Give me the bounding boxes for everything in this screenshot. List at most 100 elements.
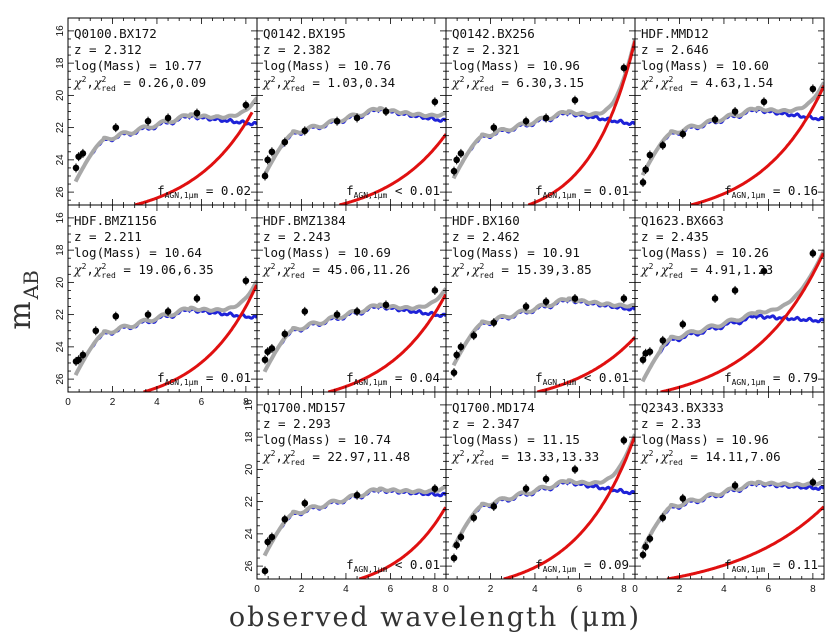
- panel-chi2: χ2,χ2 red = 14.11,7.06: [640, 449, 781, 467]
- y-tick-label: 20: [244, 463, 255, 475]
- panel-fagn: fAGN,1μm < 0.01: [346, 183, 440, 200]
- panel-fagn: fAGN,1μm = 0.09: [535, 557, 629, 574]
- photometry-point: [261, 172, 269, 180]
- x-tick-label: 6: [199, 397, 205, 408]
- agn-powerlaw-curve: [143, 284, 257, 392]
- panel-chi2: χ2,χ2 red = 4.63,1.54: [640, 75, 773, 93]
- photometry-point: [679, 495, 687, 502]
- panel-chi2: χ2,χ2 red = 1.03,0.34: [262, 75, 395, 93]
- panel-logmass: log(Mass) = 10.74: [263, 432, 391, 447]
- panel-plot-area: [72, 276, 257, 392]
- panel-object-id: Q1700.MD174: [452, 400, 535, 415]
- panel-redshift: z = 2.462: [452, 229, 520, 244]
- photometry-point: [642, 166, 649, 173]
- panel-object-id: Q2343.BX333: [641, 400, 724, 415]
- panel-redshift: z = 2.347: [452, 416, 520, 431]
- photometry-point: [646, 535, 654, 542]
- photometry-point: [490, 503, 498, 510]
- panel-plot-area: [450, 39, 635, 205]
- agn-powerlaw-curve: [666, 505, 824, 579]
- panel-object-id: Q1623.BX663: [641, 213, 724, 228]
- y-tick-label: 18: [244, 431, 255, 443]
- photometry-point: [731, 287, 739, 294]
- panel-logmass: log(Mass) = 10.69: [263, 245, 391, 260]
- y-tick-label: 18: [55, 244, 66, 256]
- panel-redshift: z = 2.211: [74, 229, 142, 244]
- y-tick-label: 16: [244, 399, 255, 411]
- photometry-point: [679, 320, 687, 328]
- x-tick-label: 8: [621, 584, 627, 595]
- x-axis-label: observed wavelength (μm): [229, 602, 641, 633]
- total-model-curve: [451, 296, 635, 367]
- panel-object-id: HDF.BX160: [452, 213, 520, 228]
- photometry-point: [79, 150, 87, 157]
- y-axis-label: mAB: [3, 270, 43, 330]
- x-tick-label: 0: [443, 584, 449, 595]
- photometry-point: [470, 514, 478, 522]
- x-tick-label: 8: [432, 584, 438, 595]
- photometry-point: [639, 356, 647, 364]
- photometry-point: [453, 156, 460, 164]
- photometry-point: [731, 108, 739, 115]
- agn-powerlaw-curve: [503, 436, 635, 579]
- panel-logmass: log(Mass) = 10.76: [263, 58, 391, 73]
- photometry-point: [659, 337, 667, 344]
- photometry-point: [457, 150, 465, 157]
- photometry-point: [639, 179, 647, 186]
- panel-plot-area: [639, 477, 824, 579]
- panel-plot-area: [72, 96, 257, 205]
- photometry-point: [760, 267, 768, 275]
- panel-plot-area: [639, 81, 824, 205]
- agn-powerlaw-curve: [327, 293, 446, 392]
- photometry-point: [659, 514, 667, 522]
- photometry-point: [457, 343, 465, 351]
- panel-chi2: χ2,χ2 red = 4.91,1.23: [640, 262, 773, 280]
- photometry-point: [457, 533, 465, 541]
- panel-chi2: χ2,χ2 red = 0.26,0.09: [73, 75, 206, 93]
- photometry-point: [261, 567, 269, 575]
- x-tick-label: 4: [343, 584, 349, 595]
- agn-powerlaw-curve: [660, 252, 824, 392]
- agn-powerlaw-curve: [690, 85, 824, 205]
- photometry-point: [522, 117, 530, 125]
- photometry-point: [281, 516, 289, 523]
- panel-plot-area: [261, 97, 446, 205]
- y-axis-label-subscript: AB: [19, 270, 43, 300]
- y-tick-label: 24: [55, 154, 66, 166]
- total-model-curve: [451, 433, 635, 549]
- panel-logmass: log(Mass) = 10.96: [452, 58, 580, 73]
- photometry-point: [809, 250, 817, 257]
- photometry-point: [809, 85, 817, 93]
- total-model-curve: [640, 479, 824, 551]
- panel-redshift: z = 2.435: [641, 229, 709, 244]
- photometry-point: [333, 311, 341, 318]
- agn-powerlaw-curve: [527, 40, 635, 205]
- photometry-point: [450, 554, 458, 562]
- photometry-point: [281, 138, 289, 146]
- panel-plot-area: [639, 248, 824, 392]
- photometry-point: [490, 124, 498, 131]
- panel-fagn: fAGN,1μm = 0.11: [724, 557, 818, 574]
- photometry-point: [333, 117, 341, 125]
- y-axis-label-main: m: [3, 301, 38, 329]
- photometry-point: [571, 295, 579, 302]
- panel-fagn: fAGN,1μm = 0.02: [157, 183, 251, 200]
- photometry-point: [522, 485, 530, 493]
- x-tick-label: 0: [65, 397, 71, 408]
- x-tick-label: 0: [632, 584, 638, 595]
- photometry-point: [92, 327, 100, 335]
- panel-logmass: log(Mass) = 10.64: [74, 245, 202, 260]
- panel-plot-area: [261, 484, 446, 579]
- y-tick-label: 22: [55, 309, 66, 321]
- y-tick-label: 16: [55, 25, 66, 37]
- photometry-point: [264, 156, 271, 164]
- panel-fagn: fAGN,1μm < 0.01: [346, 557, 440, 574]
- photometry-point: [72, 164, 80, 172]
- panel-fagn: fAGN,1μm = 0.04: [346, 370, 440, 387]
- y-tick-label: 16: [55, 212, 66, 224]
- photometry-point: [144, 311, 152, 318]
- photometry-point: [522, 303, 530, 310]
